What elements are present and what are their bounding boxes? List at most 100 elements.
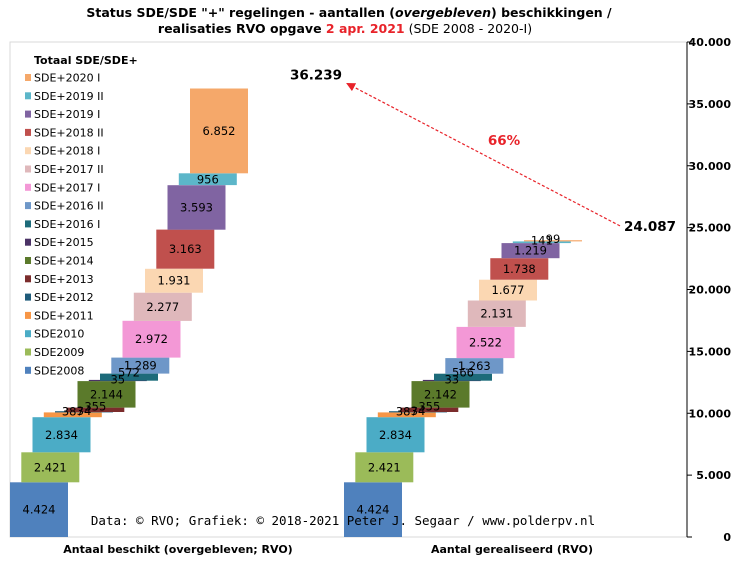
bar-sde2009-2	[355, 452, 414, 483]
y-tick-label: 25.000	[689, 222, 732, 235]
legend-swatch-sde-2017-ii	[25, 165, 31, 173]
bar-sde-2014-1	[77, 381, 136, 408]
data-label-sde-2016-i-1: 572	[118, 366, 140, 380]
data-label-sde-2015-1: 35	[110, 373, 125, 387]
bar-sde2008-1	[10, 482, 68, 537]
data-label-sde-2013-2: 355	[418, 400, 440, 414]
data-label-sde-2017-ii-2: 2.131	[480, 307, 513, 321]
legend-swatch-sde-2020-i	[25, 74, 31, 81]
trend-arrow	[346, 82, 621, 227]
data-label-sde-2012-1: 34	[77, 404, 92, 418]
bar-sde-2019-i-1	[167, 185, 226, 230]
legend-label-sde-2014: SDE+2014	[34, 255, 94, 268]
legend-label-sde-2016-i: SDE+2016 I	[34, 218, 100, 231]
bar-sde-2020-i-2	[524, 240, 582, 242]
data-label-sde-2017-i-2: 2.522	[469, 336, 502, 350]
legend: Totaal SDE/SDE+ SDE+2020 I SDE+2019 II SDE+…	[25, 54, 138, 377]
bar-sde-2016-i-2	[434, 373, 492, 381]
x-category-label-1: Antaal beschikt (overgebleven; RVO)	[63, 543, 292, 556]
data-label-sde-2020-i-1: 6.852	[203, 124, 236, 138]
bar-sde-2013-2	[400, 407, 459, 412]
legend-label-sde2010: SDE2010	[34, 328, 84, 341]
legend-swatch-sde-2018-i	[25, 147, 31, 155]
data-label-sde2009-2: 2.421	[368, 460, 401, 474]
bar-sde2009-1	[21, 452, 80, 483]
data-label-sde-2020-i-2: 99	[546, 232, 561, 246]
data-label-sde-2012-2: 34	[411, 404, 426, 418]
bar-sde-2019-ii-1	[178, 173, 237, 186]
legend-swatch-sde-2019-ii	[25, 92, 31, 100]
legend-label-sde-2019-i: SDE+2019 I	[34, 108, 100, 121]
x-category-label-2: Aantal gerealiseerd (RVO)	[431, 543, 593, 556]
total-label-1: 36.239	[290, 68, 342, 84]
legend-label-sde-2011: SDE+2011	[34, 309, 94, 322]
bar-sde-2011-2	[377, 412, 436, 418]
annotation-pct: 66%	[488, 133, 521, 149]
legend-swatch-sde2009	[25, 348, 31, 356]
bar-sde2010-1	[32, 417, 91, 453]
y-tick-label: 5.000	[696, 469, 731, 482]
legend-label-sde-2012: SDE+2012	[34, 291, 94, 304]
legend-label-sde-2018-ii: SDE+2018 II	[34, 126, 104, 139]
legend-swatch-sde-2013	[25, 275, 31, 283]
legend-label-sde2009: SDE2009	[34, 346, 84, 359]
legend-swatch-sde-2015	[25, 238, 31, 246]
data-label-sde-2017-i-1: 2.972	[135, 332, 168, 346]
bar-sde-2018-ii-2	[490, 258, 549, 280]
legend-swatch-sde-2014	[25, 257, 31, 264]
y-tick-label: 0	[723, 531, 731, 544]
bar-sde-2017-i-2	[456, 326, 515, 359]
data-label-sde2010-2: 2.834	[379, 428, 412, 442]
legend-title: Totaal SDE/SDE+	[34, 54, 138, 67]
data-label-sde-2019-i-2: 1.219	[514, 244, 547, 258]
data-label-sde-2015-2: 33	[444, 373, 459, 387]
legend-swatch-sde-2016-ii	[25, 202, 31, 210]
data-label-sde-2016-i-2: 566	[452, 366, 474, 380]
bar-sde-2011-1	[43, 412, 102, 418]
data-label-sde-2018-i-2: 1.677	[492, 283, 525, 297]
data-label-sde2008-2: 4.424	[357, 503, 390, 517]
data-label-sde-2013-1: 355	[84, 400, 106, 414]
bar-sde-2018-i-2	[479, 279, 537, 301]
data-label-sde-2011-2: 387	[396, 404, 418, 418]
bar-sde-2018-ii-1	[156, 229, 215, 269]
bar-sde-2016-ii-2	[445, 358, 504, 374]
bar-sde-2019-ii-2	[512, 241, 571, 244]
credit-text: Data: © RVO; Grafiek: © 2018-2021 Peter …	[91, 513, 595, 528]
data-label-sde-2019-ii-1: 956	[197, 172, 219, 186]
legend-label-sde2008: SDE2008	[34, 364, 84, 377]
bar-sde-2017-ii-1	[133, 292, 192, 321]
legend-swatch-sde2010	[25, 330, 31, 338]
legend-swatch-sde-2019-i	[25, 110, 31, 118]
chart-title-line1: Status SDE/SDE "+" regelingen - aantalle…	[86, 5, 612, 20]
legend-label-sde-2018-i: SDE+2018 I	[34, 145, 100, 158]
data-label-sde-2018-ii-2: 1.738	[503, 262, 536, 276]
data-label-sde2008-1: 4.424	[23, 503, 56, 517]
bar-sde2010-2	[366, 417, 425, 453]
y-tick-label: 30.000	[689, 160, 732, 173]
legend-label-sde-2017-i: SDE+2017 I	[34, 181, 100, 194]
y-tick-label: 10.000	[689, 407, 732, 420]
y-tick-label: 15.000	[689, 345, 732, 358]
legend-label-sde-2016-ii: SDE+2016 II	[34, 200, 104, 213]
bar-sde-2016-i-1	[100, 373, 158, 381]
legend-swatch-sde-2016-i	[25, 220, 31, 228]
data-label-sde-2016-ii-1: 1.289	[124, 359, 157, 373]
bar-sde-2016-ii-1	[111, 357, 170, 374]
data-label-sde-2018-i-1: 1.931	[158, 274, 191, 288]
data-label-sde2009-1: 2.421	[34, 460, 67, 474]
data-label-sde-2018-ii-1: 3.163	[169, 242, 202, 256]
legend-swatch-sde2008	[25, 366, 31, 374]
data-label-sde-2014-1: 2.144	[90, 387, 123, 401]
data-label-sde-2019-ii-2: 141	[531, 233, 553, 247]
data-label-sde-2016-ii-2: 1.263	[458, 359, 491, 373]
data-label-sde-2014-2: 2.142	[424, 387, 457, 401]
bar-sde-2017-ii-2	[467, 300, 526, 327]
data-labels: 4.4242.4212.834387343552.144355721.2892.…	[23, 68, 677, 517]
bar-sde-2018-i-1	[145, 268, 203, 293]
legend-label-sde-2020-i: SDE+2020 I	[34, 72, 100, 85]
data-label-sde-2011-1: 387	[62, 404, 84, 418]
bar-sde-2019-i-2	[501, 243, 560, 259]
legend-label-sde-2017-ii: SDE+2017 II	[34, 163, 104, 176]
